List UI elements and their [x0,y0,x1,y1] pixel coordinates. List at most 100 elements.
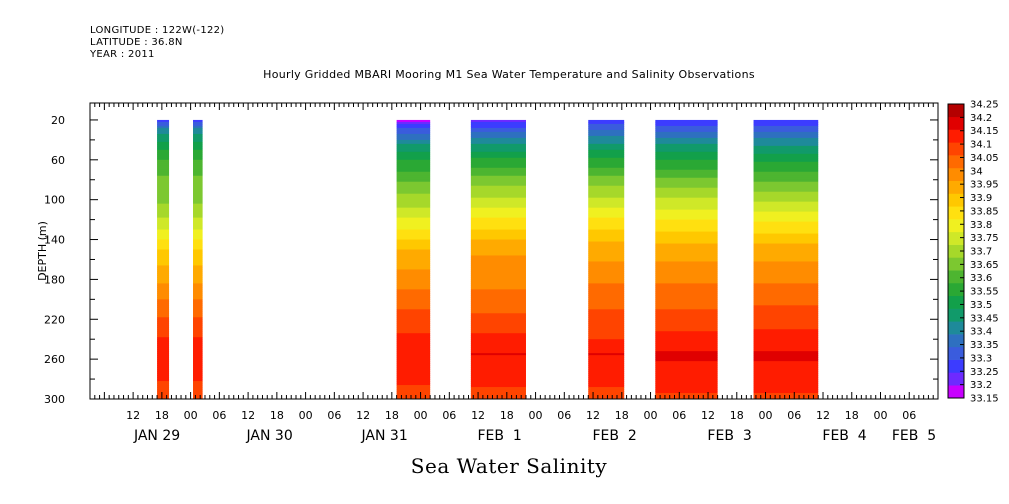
salinity-cell [753,395,819,398]
salinity-cell [470,231,526,235]
salinity-cell [753,311,819,314]
salinity-cell [157,333,170,336]
salinity-cell [396,373,431,376]
salinity-cell [655,145,718,149]
salinity-cell [157,225,170,229]
salinity-cell [157,361,170,364]
salinity-cell [588,369,625,372]
salinity-cell [655,201,718,205]
salinity-cell [655,307,718,310]
salinity-cell [470,179,526,183]
salinity-cell [655,151,718,155]
salinity-cell [157,157,170,161]
salinity-cell [193,151,203,155]
axes-layer: 20 60 100 140 180 220 260 300 12 18 00 06 12 18 00 06 12… [44,103,939,444]
salinity-cell [470,341,526,344]
salinity-cell [753,269,819,273]
x-tick-label: 18 [615,409,629,422]
salinity-cell [193,205,203,209]
salinity-cell [193,119,203,123]
salinity-cell [193,281,203,284]
salinity-cell [157,309,170,312]
salinity-cell [753,173,819,177]
salinity-cell [396,365,431,368]
salinity-cell [588,219,625,223]
salinity-cell [193,377,203,380]
salinity-cell [753,333,819,336]
salinity-cell [193,191,203,195]
salinity-cell [470,227,526,231]
x-day-label: JAN 31 [361,428,408,444]
salinity-cell [157,395,170,398]
salinity-cell [193,381,203,384]
salinity-cell [157,207,170,211]
salinity-cell [157,241,170,245]
salinity-cell [588,201,625,205]
salinity-cell [396,245,431,249]
salinity-cell [470,125,526,129]
colorbar-swatch [948,142,964,156]
salinity-cell [753,301,819,304]
x-day-label: FEB 2 [592,428,636,444]
salinity-cell [655,291,718,294]
salinity-cell [588,257,625,261]
salinity-cell [655,253,718,257]
salinity-cell [753,153,819,157]
salinity-cell [470,285,526,288]
salinity-cell [655,325,718,328]
salinity-cell [753,243,819,247]
salinity-cell [588,195,625,199]
salinity-cell [588,133,625,137]
salinity-cell [753,177,819,181]
x-tick-label: 00 [529,409,543,422]
salinity-cell [655,293,718,296]
salinity-cell [396,135,431,139]
salinity-cell [588,351,625,354]
salinity-cell [157,315,170,318]
salinity-cell [157,269,170,273]
salinity-cell [157,293,170,296]
salinity-cell [470,389,526,392]
salinity-cell [753,293,819,296]
salinity-cell [157,289,170,292]
salinity-cell [470,165,526,169]
salinity-cell [193,201,203,205]
salinity-cell [470,335,526,338]
salinity-cell [396,255,431,259]
salinity-cell [588,303,625,306]
salinity-cell [157,391,170,394]
salinity-cell [157,205,170,209]
salinity-cell [655,395,718,398]
salinity-cell [157,179,170,183]
salinity-cell [396,325,431,328]
salinity-cell [655,139,718,143]
salinity-cell [396,249,431,253]
salinity-cell [193,177,203,181]
x-tick-label: 00 [184,409,198,422]
salinity-cell [753,167,819,171]
salinity-cell [157,151,170,155]
salinity-cell [396,287,431,290]
salinity-cell [470,207,526,211]
salinity-cell [396,395,431,398]
salinity-cell [157,247,170,251]
salinity-cell [588,381,625,384]
salinity-cell [157,301,170,304]
salinity-cell [470,187,526,191]
salinity-cell [753,187,819,191]
salinity-cell [753,131,819,135]
salinity-cell [157,371,170,374]
salinity-cell [655,161,718,165]
salinity-cell [396,231,431,235]
salinity-cell [193,193,203,197]
salinity-cell [655,137,718,141]
salinity-cell [193,289,203,292]
salinity-cell [588,141,625,145]
salinity-cell [157,185,170,189]
salinity-cell [157,299,170,302]
salinity-cell [470,351,526,354]
salinity-cell [193,321,203,324]
salinity-cell [753,141,819,145]
colorbar-label: 33.4 [970,327,992,338]
salinity-cell [753,223,819,227]
